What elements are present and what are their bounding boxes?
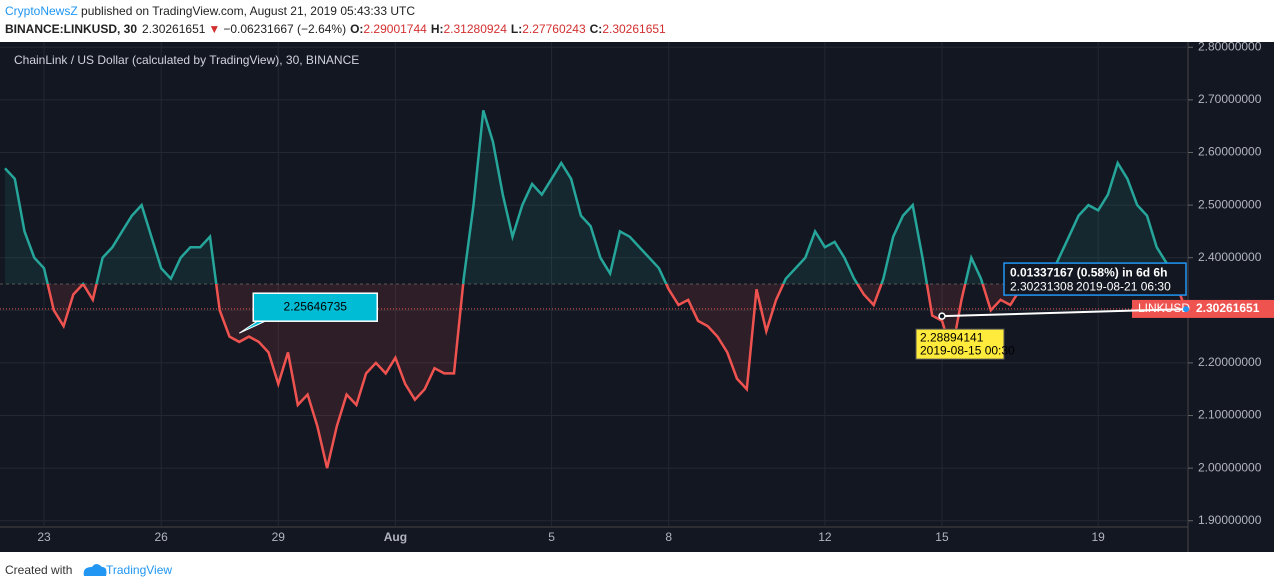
price: 2.30261651 (142, 22, 206, 36)
x-tick-label: 15 (935, 530, 949, 544)
x-tick-label: 12 (818, 530, 832, 544)
series-label: LINKUSD (1138, 301, 1190, 315)
logo (83, 564, 107, 576)
y-tick-label: 2.80000000 (1198, 39, 1262, 53)
callout-text: 2.25646735 (284, 299, 348, 313)
measure-change: 0.01337167 (0.58%) in 6d 6h (1010, 265, 1167, 279)
y-tick-label: 2.40000000 (1198, 250, 1262, 264)
last-price-box (1188, 299, 1274, 318)
x-tick-label: 29 (272, 530, 286, 544)
x-tick-label: 5 (548, 530, 555, 544)
published: published on TradingView.com, August 21,… (78, 4, 416, 18)
arrow: ▼ (208, 22, 220, 36)
measure-end (1183, 306, 1189, 313)
line-below (46, 284, 1188, 469)
chart-title: ChainLink / US Dollar (calculated by Tra… (14, 53, 359, 67)
y-tick-label: 2.20000000 (1198, 355, 1262, 369)
x-tick-label: 23 (37, 530, 51, 544)
x-tick-label: Aug (384, 530, 407, 544)
chart-bg (0, 42, 1274, 552)
x-tick-label: 26 (154, 530, 168, 544)
c: 2.30261651 (602, 22, 666, 36)
y-tick-label: 1.90000000 (1198, 513, 1262, 527)
header-line1: CryptoNewsZ published on TradingView.com… (5, 4, 415, 18)
x-tick-label: 19 (1091, 530, 1105, 544)
start-box (915, 328, 1005, 360)
line-above (4, 110, 1178, 284)
symbol: BINANCE:LINKUSD, 30 (5, 22, 137, 36)
y-tick-label: 2.60000000 (1198, 145, 1262, 159)
h-label: H: (431, 22, 444, 36)
l-label: L: (511, 22, 522, 36)
x-tick-label: 8 (665, 530, 672, 544)
end-date: 2019-08-21 06:30 (1076, 279, 1171, 293)
last-price-label: 2.30261651 (1196, 301, 1260, 315)
h: 2.31280924 (444, 22, 508, 36)
measure-line (941, 308, 1187, 318)
o-label: O: (350, 22, 363, 36)
footer-created: Created with (5, 563, 72, 577)
start-date: 2019-08-15 00:30 (920, 343, 1015, 357)
y-tick-label: 2.00000000 (1198, 460, 1262, 474)
o: 2.29001744 (363, 22, 427, 36)
change: −0.06231667 (−2.64%) (223, 22, 346, 36)
y-tick-label: 2.50000000 (1198, 197, 1262, 211)
y-tick-label: 2.10000000 (1198, 408, 1262, 422)
y-tick-label: 2.70000000 (1198, 92, 1262, 106)
area-below (5, 284, 1186, 469)
header-line2: BINANCE:LINKUSD, 30 2.30261651 ▼ −0.0623166… (5, 22, 666, 36)
end-price: 2.30231308 (1010, 279, 1074, 293)
callout-box (252, 292, 378, 322)
publisher[interactable]: CryptoNewsZ (5, 4, 78, 18)
end-box (1003, 262, 1187, 296)
start-price: 2.28894141 (920, 330, 984, 344)
l: 2.27760243 (522, 22, 586, 36)
c-label: C: (590, 22, 603, 36)
footer-brand[interactable]: TradingView (106, 563, 172, 577)
measure-start (938, 312, 946, 320)
